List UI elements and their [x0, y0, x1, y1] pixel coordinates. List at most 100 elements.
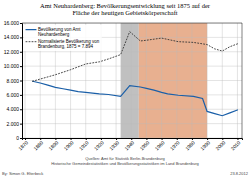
y-tick-label: 12.000 — [4, 49, 20, 55]
y-tick-mark — [20, 52, 22, 53]
y-tick-label: 10.000 — [4, 63, 20, 69]
y-tick-label: 0 — [16, 135, 19, 141]
x-tick: 1950 — [138, 138, 150, 152]
y-tick-mark — [20, 37, 22, 38]
legend-swatch — [26, 29, 36, 30]
grid-line — [22, 138, 242, 139]
x-tick-mark — [71, 138, 72, 140]
x-tick-mark — [40, 138, 41, 140]
legend-swatch — [26, 41, 36, 42]
x-tick-mark — [162, 138, 163, 140]
y-tick-label: 6.000 — [6, 92, 19, 98]
x-tick-label: 1880 — [32, 139, 44, 151]
y-tick-mark — [20, 81, 22, 82]
y-tick-mark — [20, 109, 22, 110]
y-tick-label: 16.000 — [4, 20, 20, 26]
title: Amt Neuhardenberg: Bevölkerungsentwicklu… — [40, 2, 211, 16]
y-tick: 2.000 — [6, 121, 22, 127]
x-tick: 1900 — [62, 138, 74, 152]
source-note: Quellen: Amt für Statistik Berlin-Brande… — [51, 156, 199, 166]
grid-line — [22, 123, 242, 124]
x-tick-label: 2010 — [229, 139, 241, 151]
y-tick-mark — [20, 23, 22, 24]
chart: 1870188018901900191019201930194019501960… — [0, 0, 250, 177]
grid-line — [22, 109, 242, 110]
y-tick: 14.000 — [4, 34, 22, 40]
text-line: Fläche der heutigen Gebietskörperschaft — [72, 9, 177, 16]
y-tick: 4.000 — [6, 106, 22, 112]
x-tick-mark — [146, 138, 147, 140]
x-tick-label: 1920 — [93, 139, 105, 151]
grid-line — [22, 94, 242, 95]
text-line: Amt Neuhardenberg: Bevölkerungsentwicklu… — [40, 2, 211, 9]
x-tick-label: 1950 — [138, 139, 150, 151]
x-tick: 1890 — [47, 138, 59, 152]
x-tick: 1880 — [32, 138, 44, 152]
grid-line — [22, 66, 242, 67]
x-tick-mark — [116, 138, 117, 140]
x-tick-label: 1900 — [62, 139, 74, 151]
x-tick: 1910 — [78, 138, 90, 152]
legend-label: Bevölkerung von AmtNeuhardenberg — [38, 27, 81, 37]
x-tick: 1980 — [184, 138, 196, 152]
legend-box — [24, 25, 102, 51]
x-tick-mark — [25, 138, 26, 140]
x-axis: 1870188018901900191019201930194019501960… — [17, 138, 243, 152]
x-tick: 1940 — [123, 138, 135, 152]
y-tick-label: 4.000 — [6, 106, 19, 112]
x-tick-label: 1890 — [47, 139, 59, 151]
x-tick-label: 2000 — [214, 139, 226, 151]
text-line: Historische Gemeindestatistiken und Bevö… — [51, 161, 199, 166]
y-tick-mark — [20, 124, 22, 125]
grid-line — [22, 80, 242, 81]
legend: Bevölkerung von AmtNeuhardenberg Normalis… — [24, 25, 102, 51]
x-tick-label: 1910 — [78, 139, 90, 151]
x-tick-label: 1980 — [184, 139, 196, 151]
x-tick-mark — [131, 138, 132, 140]
text-line: Brandenburg, 1875 = 7.894 — [38, 44, 93, 49]
grid — [22, 23, 242, 138]
author-note: By: Simon G. Elterbeck — [2, 171, 43, 176]
x-tick-mark — [177, 138, 178, 140]
x-tick-label: 1990 — [199, 139, 211, 151]
y-tick: 16.000 — [4, 20, 22, 26]
x-tick-mark — [237, 138, 238, 140]
grid-line — [22, 23, 242, 24]
x-tick: 1930 — [108, 138, 120, 152]
x-tick: 1960 — [154, 138, 166, 152]
y-tick: 8.000 — [6, 78, 22, 84]
x-tick-label: 1940 — [123, 139, 135, 151]
y-tick-label: 8.000 — [6, 78, 19, 84]
y-tick-mark — [20, 95, 22, 96]
x-tick: 2000 — [214, 138, 226, 152]
x-tick-mark — [207, 138, 208, 140]
y-tick-mark — [20, 66, 22, 67]
x-tick-label: 1930 — [108, 139, 120, 151]
y-tick-mark — [20, 138, 22, 139]
text-line: Neuhardenberg — [38, 32, 70, 37]
series-line — [33, 32, 238, 82]
x-tick-label: 1960 — [154, 139, 166, 151]
x-tick-mark — [86, 138, 87, 140]
y-axis: 0 2.000 4.000 6.000 8.000 10.000 12.000 14.000 1… — [4, 20, 23, 141]
grid-line — [22, 51, 242, 52]
plot-frame — [22, 23, 242, 24]
x-tick-mark — [192, 138, 193, 140]
plot-frame — [242, 23, 243, 138]
date-note: 23.8.2012 — [230, 171, 249, 176]
y-tick: 6.000 — [6, 92, 22, 98]
y-tick: 10.000 — [4, 63, 22, 69]
x-tick: 1920 — [93, 138, 105, 152]
x-tick-mark — [101, 138, 102, 140]
y-tick-label: 14.000 — [4, 34, 20, 40]
x-tick-mark — [55, 138, 56, 140]
legend-label: Normalisierte Bevölkerung vonBrandenburg… — [38, 39, 100, 49]
series-line — [33, 81, 238, 116]
x-tick: 1990 — [199, 138, 211, 152]
x-tick-mark — [222, 138, 223, 140]
x-tick: 1970 — [169, 138, 181, 152]
y-tick-label: 2.000 — [6, 121, 19, 127]
y-axis-line — [20, 24, 23, 139]
plot-area — [22, 23, 242, 138]
y-tick: 0 — [16, 135, 22, 141]
